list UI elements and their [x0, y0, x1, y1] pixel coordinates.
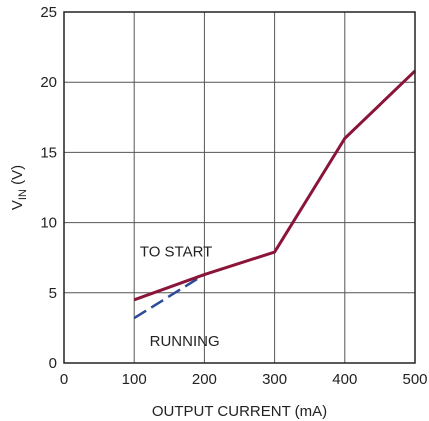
y-axis-title-main: V [9, 200, 26, 210]
annotation-to-start: TO START [140, 243, 213, 260]
y-axis-title: VIN (V) [9, 165, 29, 210]
y-tick-label: 25 [40, 4, 57, 21]
x-tick-label: 200 [192, 371, 217, 388]
series-line-running [133, 273, 206, 320]
y-tick-label: 5 [49, 285, 57, 302]
tick-labels: 0 100 200 300 400 500 0 5 10 15 20 25 [40, 4, 427, 388]
grid-lines [63, 11, 416, 364]
x-tick-label: 300 [262, 371, 287, 388]
x-tick-label: 500 [402, 371, 427, 388]
y-axis-title-subscript: IN [17, 189, 29, 200]
x-tick-label: 0 [60, 371, 68, 388]
series-group [133, 69, 417, 320]
annotation-running: RUNNING [150, 333, 220, 350]
y-tick-label: 15 [40, 144, 57, 161]
y-tick-label: 0 [49, 355, 57, 372]
x-tick-label: 400 [332, 371, 357, 388]
plot-frame [63, 11, 416, 364]
annotations: TO START RUNNING [140, 243, 220, 350]
series-line-to-start [133, 69, 417, 302]
y-axis-title-unit: (V) [9, 165, 26, 189]
x-axis-title: OUTPUT CURRENT (mA) [152, 403, 327, 420]
y-tick-label: 10 [40, 215, 57, 232]
x-tick-label: 100 [122, 371, 147, 388]
y-tick-label: 20 [40, 74, 57, 91]
